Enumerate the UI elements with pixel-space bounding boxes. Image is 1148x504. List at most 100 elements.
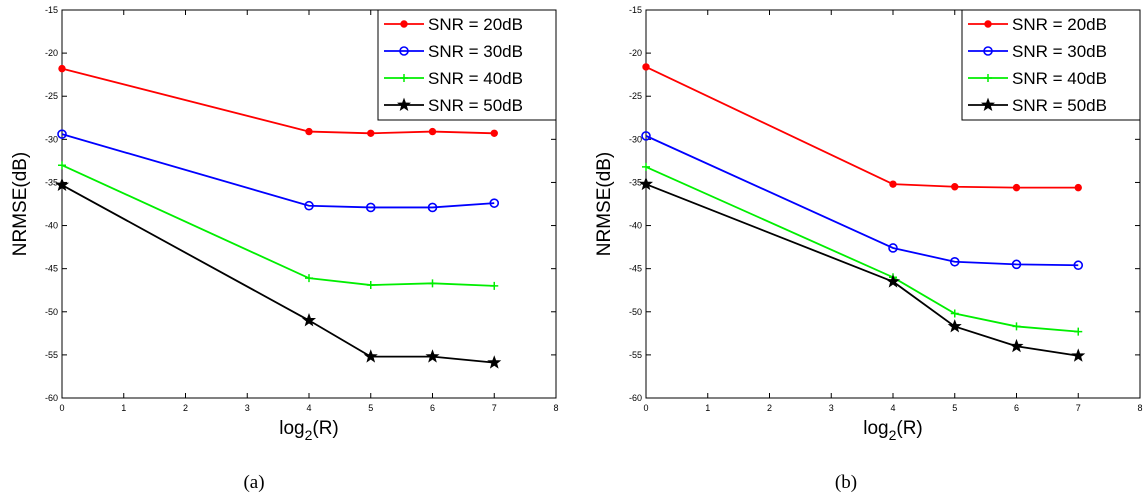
data-point [366,281,375,290]
y-tick-label: -40 [629,221,642,231]
legend-item: SNR = 20dB [384,15,523,34]
y-tick-label: -55 [629,350,642,360]
legend-swatch-marker [984,20,992,28]
legend-swatch-marker [399,46,409,56]
data-point [428,279,437,288]
x-tick-label: 2 [767,403,772,413]
data-point [889,180,897,188]
x-tick-label: 5 [368,403,373,413]
x-axis-label: log2(R) [279,418,339,443]
panel-caption: (a) [243,472,264,493]
series-line [645,135,1079,267]
legend-label: SNR = 20dB [1012,15,1107,34]
data-point [305,274,313,283]
legend-label: SNR = 50dB [1012,96,1107,115]
data-point [1074,327,1083,336]
y-tick-label: -60 [45,393,58,403]
data-point [950,309,959,318]
x-axis-label-main: log [279,418,304,439]
data-point [1009,338,1024,353]
data-point [58,161,66,170]
data-point [641,131,651,141]
series-line [645,166,1079,333]
legend-item: SNR = 30dB [384,42,523,61]
x-tick-label: 6 [1014,403,1019,413]
y-tick-label: -15 [629,5,642,15]
series-4 [638,176,1086,362]
data-point [490,281,499,290]
y-axis-label: NRMSE(dB) [594,152,615,257]
legend-label: SNR = 20dB [428,15,523,34]
data-point [947,319,962,333]
data-point [365,202,376,213]
legend-label: SNR = 30dB [1012,42,1107,61]
x-tick-label: 5 [952,403,957,413]
data-point [305,127,313,136]
data-point [1012,322,1021,331]
x-tick-label: 2 [183,403,188,413]
y-tick-label: -20 [45,48,58,58]
y-tick-label: -60 [629,393,642,403]
series-4 [54,177,502,369]
data-point [428,127,437,136]
data-point [425,349,440,363]
legend-label: SNR = 50dB [428,96,523,115]
y-tick-label: -45 [629,264,642,274]
y-tick-label: -45 [45,264,58,274]
series-line [61,164,495,287]
y-tick-label: -20 [629,48,642,58]
data-point [57,129,67,139]
data-point [638,176,654,191]
x-tick-label: 0 [59,403,64,413]
x-tick-label: 4 [306,403,311,413]
y-tick-label: -30 [45,134,58,144]
series-3 [642,162,1083,336]
data-point [1012,183,1021,192]
legend-item: SNR = 20dB [968,15,1107,34]
legend-swatch-marker [984,74,992,82]
x-tick-label: 4 [890,403,895,413]
x-axis-label: log2(R) [863,418,923,443]
series-line [645,183,1079,357]
y-tick-label: -25 [45,91,58,101]
y-tick-label: -40 [45,221,58,231]
x-tick-label: 1 [705,403,710,413]
legend-swatch-marker [980,97,996,111]
y-tick-label: -55 [45,350,58,360]
data-point [951,183,959,191]
x-tick-label: 3 [245,403,250,413]
y-tick-label: -35 [629,177,642,187]
series-line [61,133,495,209]
data-point [1074,183,1082,192]
panel-caption: (b) [835,472,857,493]
legend-item: SNR = 40dB [384,69,523,88]
y-tick-label: -15 [45,5,58,15]
data-point [489,198,500,208]
data-point [949,256,960,267]
legend-swatch-marker [983,46,993,56]
y-tick-label: -50 [629,307,642,317]
y-tick-label: -35 [45,177,58,187]
x-axis-label-main: log [863,418,888,439]
legend-item: SNR = 40dB [968,69,1107,88]
x-tick-label: 3 [829,403,834,413]
x-axis-label-subscript: 2 [305,427,313,443]
x-tick-label: 8 [553,403,558,413]
legend-swatch-marker [396,97,412,111]
data-point [304,200,314,211]
legend-swatch-marker [400,20,408,28]
data-point [1071,348,1086,362]
series-2 [57,129,500,213]
x-tick-label: 0 [643,403,648,413]
legend-item: SNR = 50dB [968,96,1107,115]
x-tick-label: 7 [1076,403,1081,413]
series-1 [642,63,1082,192]
data-point [1011,259,1022,270]
series-3 [58,161,499,290]
legend-box [377,9,557,121]
data-point [54,177,70,191]
legend-label: SNR = 40dB [1012,69,1107,88]
data-point [642,63,650,71]
series-1 [58,64,498,137]
